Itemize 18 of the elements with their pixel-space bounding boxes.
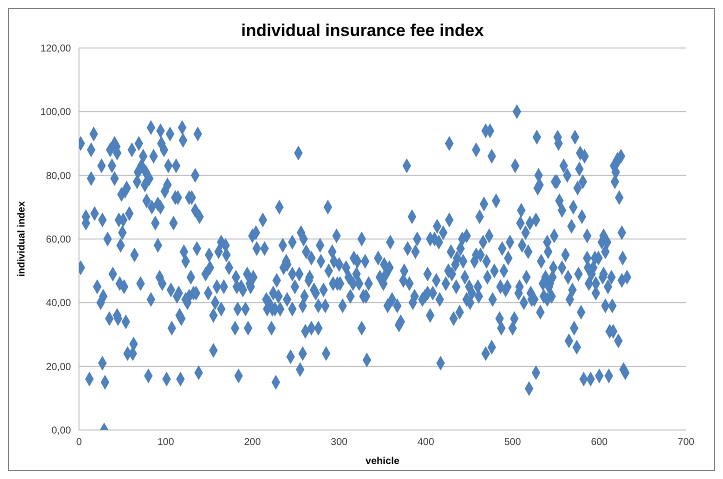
y-tick-label: 0,00: [52, 426, 72, 437]
y-tick-label: 40,00: [46, 298, 72, 310]
x-tick-label: 500: [504, 437, 522, 448]
x-axis-title: vehicle: [366, 456, 400, 467]
x-tick-label: 300: [330, 437, 348, 448]
y-tick-label: 120,00: [40, 44, 72, 55]
y-tick-label: 60,00: [46, 234, 72, 246]
x-tick-label: 100: [157, 437, 174, 448]
x-tick-label: 600: [590, 437, 608, 448]
y-tick-label: 20,00: [46, 362, 72, 373]
y-tick-label: 100,00: [40, 107, 72, 118]
x-tick-label: 700: [678, 437, 695, 448]
y-tick-label: 80,00: [46, 170, 72, 182]
x-tick-label: 0: [76, 437, 82, 448]
chart-title: individual insurance fee index: [240, 21, 485, 41]
x-tick-label: 400: [418, 437, 435, 448]
x-tick-label: 200: [244, 437, 262, 448]
y-axis-title: individual index: [16, 200, 28, 277]
